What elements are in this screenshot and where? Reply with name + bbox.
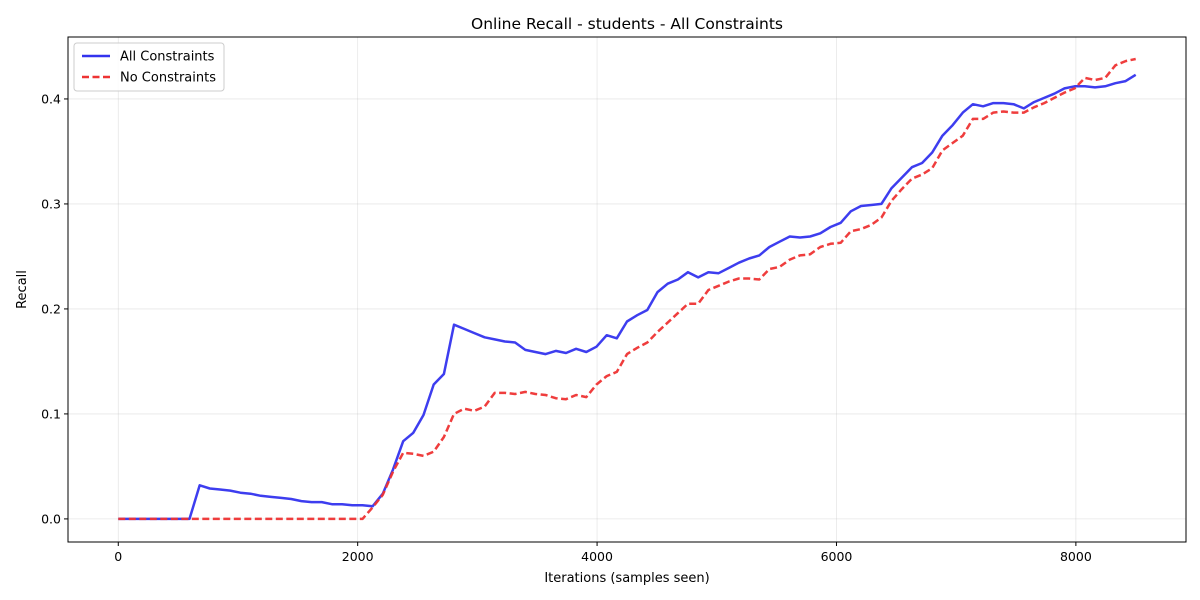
y-tick-label: 0.0 <box>41 511 61 526</box>
x-tick-label: 8000 <box>1060 549 1092 564</box>
y-tick-label: 0.1 <box>41 406 61 421</box>
series-line-2 <box>118 57 1136 521</box>
axis-ticks: 0 2000 4000 6000 8000 0.0 0.1 0.2 0.3 0.4 <box>41 91 1092 564</box>
legend: All Constraints No Constraints <box>73 42 225 92</box>
y-tick-label: 0.4 <box>41 91 61 106</box>
chart-title: Online Recall - students - All Constrain… <box>471 15 783 33</box>
series-line-1 <box>118 73 1137 521</box>
legend-label-2: No Constraints <box>120 71 216 86</box>
plot-frame <box>67 36 1187 543</box>
x-tick-label: 2000 <box>342 549 374 564</box>
y-tick-label: 0.2 <box>41 301 61 316</box>
legend-box <box>73 42 225 92</box>
x-axis-label: Iterations (samples seen) <box>544 571 709 586</box>
x-tick-label: 6000 <box>821 549 853 564</box>
series-layer <box>118 57 1137 521</box>
x-tick-label: 4000 <box>581 549 613 564</box>
y-tick-label: 0.3 <box>41 196 61 211</box>
legend-label-1: All Constraints <box>120 50 215 65</box>
grid <box>68 37 1186 542</box>
y-axis-label: Recall <box>15 270 30 309</box>
x-tick-label: 0 <box>114 549 122 564</box>
